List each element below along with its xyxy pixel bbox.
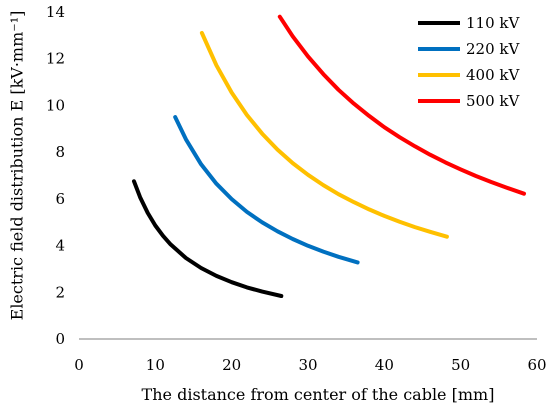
x-tick-label: 60 xyxy=(527,356,546,374)
series-lines xyxy=(132,14,526,298)
series-line-400-kv xyxy=(199,31,449,239)
y-tick-label: 6 xyxy=(55,190,65,208)
y-tick-label: 14 xyxy=(46,3,65,21)
x-tick-label: 50 xyxy=(451,356,470,374)
legend-label: 500 kV xyxy=(466,92,520,110)
series-line-500-kv xyxy=(277,14,526,196)
x-tick-label: 20 xyxy=(222,356,241,374)
x-tick-label: 40 xyxy=(375,356,394,374)
y-tick-label: 0 xyxy=(55,330,65,348)
y-tick-label: 12 xyxy=(46,50,65,68)
series-line-220-kv xyxy=(173,115,360,265)
x-tick-label: 30 xyxy=(298,356,317,374)
y-tick-label: 2 xyxy=(55,283,65,301)
x-tick-label: 0 xyxy=(74,356,84,374)
y-tick-labels: 0 2 4 6 8 10 12 14 xyxy=(46,3,65,348)
legend-label: 110 kV xyxy=(466,14,520,32)
series-line-110-kv xyxy=(132,179,284,298)
y-axis-title: Electric field distribution E [kV·mm⁻¹] xyxy=(8,11,27,321)
x-tick-label: 10 xyxy=(146,356,165,374)
y-tick-label: 10 xyxy=(46,96,65,114)
x-tick-labels: 0 10 20 30 40 50 60 xyxy=(74,356,546,374)
legend: 110 kV 220 kV 400 kV 500 kV xyxy=(418,14,520,110)
x-axis-title: The distance from center of the cable [m… xyxy=(142,385,495,404)
y-tick-label: 8 xyxy=(55,143,65,161)
legend-label: 220 kV xyxy=(466,40,520,58)
y-tick-label: 4 xyxy=(55,237,65,255)
legend-label: 400 kV xyxy=(466,66,520,84)
